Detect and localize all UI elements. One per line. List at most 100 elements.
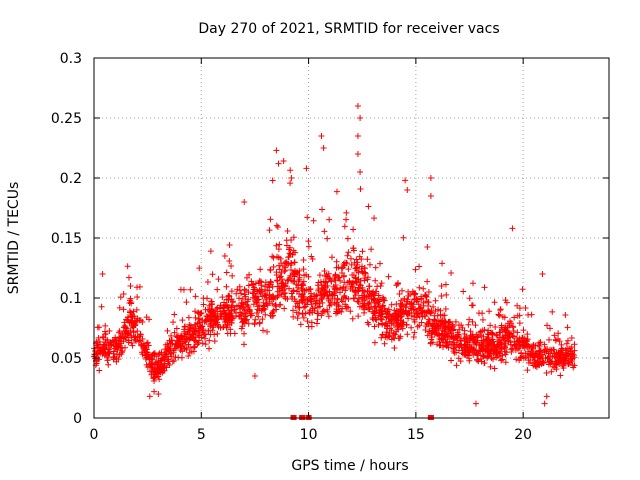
data-point <box>153 359 160 366</box>
data-point <box>491 299 498 306</box>
data-point <box>131 313 138 320</box>
data-point <box>179 348 186 355</box>
data-point <box>300 278 307 285</box>
data-point <box>537 339 544 346</box>
data-point <box>416 284 423 291</box>
data-point <box>134 328 141 335</box>
data-point <box>354 298 361 305</box>
data-point <box>355 295 362 302</box>
data-point <box>465 321 472 328</box>
data-point <box>170 319 177 326</box>
data-point <box>546 336 553 343</box>
data-point <box>192 334 199 341</box>
data-point <box>333 258 340 265</box>
data-point <box>97 350 104 357</box>
data-point <box>207 331 214 338</box>
data-point <box>214 286 221 293</box>
data-point <box>399 325 406 332</box>
data-point <box>464 344 471 351</box>
data-point <box>522 341 529 348</box>
data-point <box>558 341 565 348</box>
data-point <box>342 295 349 302</box>
data-point <box>479 310 486 317</box>
data-point <box>126 319 133 326</box>
data-point <box>250 301 257 308</box>
data-point <box>486 350 493 357</box>
data-point <box>516 320 523 327</box>
data-point <box>399 287 406 294</box>
data-point <box>185 352 192 359</box>
data-point <box>337 277 344 284</box>
data-point <box>287 262 294 269</box>
data-point <box>223 269 230 276</box>
data-point <box>243 316 250 323</box>
data-point <box>541 400 548 407</box>
data-point <box>375 300 382 307</box>
data-point <box>399 301 406 308</box>
data-point <box>138 341 145 348</box>
data-point <box>336 307 343 314</box>
data-point <box>186 349 193 356</box>
data-point <box>318 296 325 303</box>
data-point <box>199 323 206 330</box>
data-point <box>321 268 328 275</box>
data-point <box>445 344 452 351</box>
data-point <box>410 334 417 341</box>
data-point <box>195 328 202 335</box>
data-point <box>156 376 163 383</box>
data-point <box>202 335 209 342</box>
data-point <box>234 286 241 293</box>
data-point <box>100 349 107 356</box>
data-point <box>273 222 280 229</box>
data-point <box>405 315 412 322</box>
data-point <box>216 305 223 312</box>
data-point <box>276 301 283 308</box>
data-point <box>284 228 291 235</box>
data-point <box>281 268 288 275</box>
data-point <box>494 353 501 360</box>
data-point <box>370 295 377 302</box>
data-point <box>245 282 252 289</box>
data-point <box>366 261 373 268</box>
data-point <box>104 337 111 344</box>
data-point <box>370 316 377 323</box>
data-point <box>502 359 509 366</box>
data-point <box>550 346 557 353</box>
data-point <box>466 357 473 364</box>
data-point <box>354 151 361 157</box>
data-point <box>353 264 360 271</box>
data-point <box>449 327 456 334</box>
data-point <box>467 328 474 335</box>
data-point <box>329 292 336 299</box>
data-point <box>497 339 504 346</box>
data-point <box>395 321 402 328</box>
data-point <box>469 333 476 340</box>
data-point <box>480 339 487 346</box>
data-point <box>380 297 387 304</box>
data-point <box>281 305 288 312</box>
data-point <box>227 326 234 333</box>
y-tick-label: 0.1 <box>60 291 82 307</box>
y-tick-label: 0 <box>73 411 82 427</box>
data-point <box>345 296 352 303</box>
data-point <box>339 305 346 312</box>
data-point <box>303 165 310 172</box>
data-point <box>136 317 143 324</box>
data-point <box>305 273 312 280</box>
data-point <box>320 145 327 151</box>
data-point <box>348 261 355 268</box>
data-point <box>227 317 234 324</box>
data-point <box>182 323 189 330</box>
data-point <box>262 311 269 318</box>
data-point <box>349 283 356 290</box>
data-point <box>326 275 333 282</box>
data-point <box>285 246 292 253</box>
data-point <box>439 260 446 267</box>
data-point <box>393 301 400 308</box>
data-point <box>425 299 432 306</box>
data-point <box>288 175 295 181</box>
data-point <box>571 362 578 369</box>
data-point <box>165 343 172 350</box>
data-point <box>182 339 189 346</box>
